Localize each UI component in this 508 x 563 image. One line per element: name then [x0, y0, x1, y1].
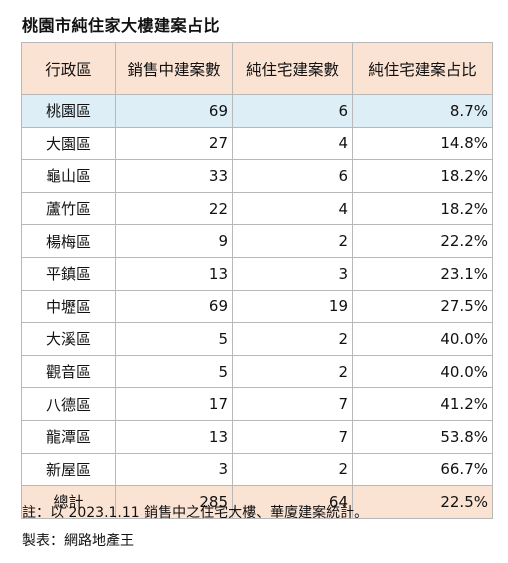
ratio-cell: 18.2%: [352, 191, 493, 226]
on-sale-cell: 13: [115, 419, 233, 454]
district-cell: 大園區: [21, 126, 116, 161]
ratio-cell: 23.1%: [352, 256, 493, 291]
table-row: 桃園區 69 6 8.7%: [21, 94, 493, 128]
residential-cell: 19: [232, 289, 353, 324]
on-sale-cell: 17: [115, 387, 233, 421]
district-cell: 平鎮區: [21, 256, 116, 291]
footnote: 註：以 2023.1.11 銷售中之住宅大樓、華廈建案統計。: [22, 505, 369, 521]
district-cell: 八德區: [21, 387, 116, 421]
header-on-sale: 銷售中建案數: [115, 42, 233, 95]
residential-cell: 2: [232, 224, 353, 258]
table-row: 中壢區 69 19 27.5%: [21, 289, 493, 324]
table-title: 桃園市純住家大樓建案占比: [22, 16, 221, 35]
table-row: 平鎮區 13 3 23.1%: [21, 256, 493, 291]
residential-cell: 4: [232, 191, 353, 226]
district-cell: 楊梅區: [21, 224, 116, 258]
ratio-cell: 14.8%: [352, 126, 493, 161]
ratio-cell: 22.2%: [352, 224, 493, 258]
district-cell: 蘆竹區: [21, 191, 116, 226]
district-cell: 中壢區: [21, 289, 116, 324]
header-ratio: 純住宅建案占比: [352, 42, 493, 95]
ratio-cell: 66.7%: [352, 452, 493, 487]
residential-cell: 2: [232, 322, 353, 356]
district-cell: 桃園區: [21, 94, 116, 128]
residential-cell: 7: [232, 387, 353, 421]
district-cell: 大溪區: [21, 322, 116, 356]
on-sale-cell: 9: [115, 224, 233, 258]
total-row: 總計 285 64 22.5%: [21, 485, 493, 519]
table-row: 楊梅區 9 2 22.2%: [21, 224, 493, 258]
ratio-cell: 8.7%: [352, 94, 493, 128]
residential-cell: 6: [232, 94, 353, 128]
table-row: 龜山區 33 6 18.2%: [21, 159, 493, 193]
on-sale-cell: 22: [115, 191, 233, 226]
residential-cell: 64: [232, 485, 353, 519]
maker-credit: 製表：網路地產王: [22, 533, 134, 549]
residential-cell: 3: [232, 256, 353, 291]
ratio-cell: 40.0%: [352, 322, 493, 356]
district-cell: 龜山區: [21, 159, 116, 193]
table-row: 觀音區 5 2 40.0%: [21, 354, 493, 389]
ratio-cell: 22.5%: [352, 485, 493, 519]
district-cell: 總計: [21, 485, 116, 519]
on-sale-cell: 5: [115, 322, 233, 356]
district-table: 行政區 銷售中建案數 純住宅建案數 純住宅建案占比 桃園區 69 6 8.7% 大園區 2…: [21, 42, 493, 519]
on-sale-cell: 69: [115, 94, 233, 128]
table-row: 龍潭區 13 7 53.8%: [21, 419, 493, 454]
header-residential: 純住宅建案數: [232, 42, 353, 95]
district-cell: 新屋區: [21, 452, 116, 487]
table-row: 新屋區 3 2 66.7%: [21, 452, 493, 487]
on-sale-cell: 69: [115, 289, 233, 324]
residential-cell: 6: [232, 159, 353, 193]
on-sale-cell: 13: [115, 256, 233, 291]
table-row: 蘆竹區 22 4 18.2%: [21, 191, 493, 226]
on-sale-cell: 3: [115, 452, 233, 487]
ratio-cell: 53.8%: [352, 419, 493, 454]
residential-cell: 2: [232, 452, 353, 487]
ratio-cell: 40.0%: [352, 354, 493, 389]
ratio-cell: 18.2%: [352, 159, 493, 193]
table-row: 大溪區 5 2 40.0%: [21, 322, 493, 356]
district-cell: 龍潭區: [21, 419, 116, 454]
residential-cell: 2: [232, 354, 353, 389]
on-sale-cell: 5: [115, 354, 233, 389]
table-row: 八德區 17 7 41.2%: [21, 387, 493, 421]
district-cell: 觀音區: [21, 354, 116, 389]
residential-cell: 7: [232, 419, 353, 454]
table-row: 大園區 27 4 14.8%: [21, 126, 493, 161]
ratio-cell: 27.5%: [352, 289, 493, 324]
on-sale-cell: 33: [115, 159, 233, 193]
residential-cell: 4: [232, 126, 353, 161]
on-sale-cell: 27: [115, 126, 233, 161]
header-district: 行政區: [21, 42, 116, 95]
table-header-row: 行政區 銷售中建案數 純住宅建案數 純住宅建案占比: [21, 42, 493, 95]
ratio-cell: 41.2%: [352, 387, 493, 421]
